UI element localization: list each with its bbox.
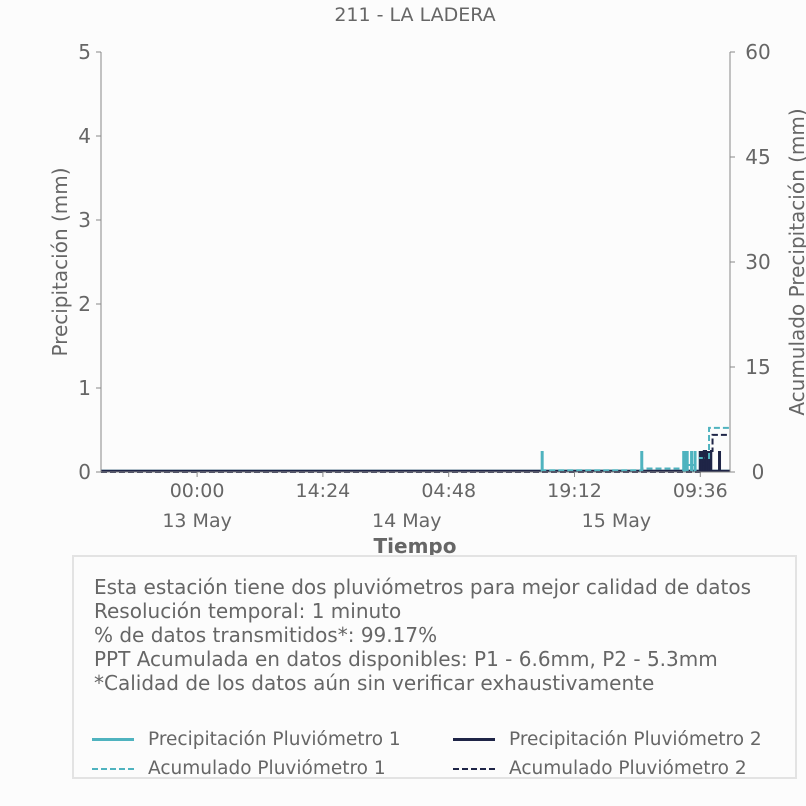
- y-axis-title: Precipitación (mm): [48, 167, 72, 356]
- legend-swatch: [92, 738, 134, 741]
- legend-swatch: [92, 767, 134, 770]
- y2-tick-label: 30: [745, 250, 770, 274]
- legend-item-precip-p1: Precipitación Pluviómetro 1: [92, 729, 401, 750]
- legend-swatch: [453, 738, 495, 741]
- y-tick-label: 4: [78, 124, 91, 148]
- x-tick-label: 00:00: [170, 480, 225, 502]
- note-line: Esta estación tiene dos pluviómetros par…: [94, 575, 752, 599]
- legend-label: Acumulado Pluviómetro 2: [509, 758, 747, 779]
- y2-axis-title: Acumulado Precipitación (mm): [785, 108, 806, 415]
- x-tick-label: 14:24: [296, 480, 351, 502]
- y-tick-label: 0: [78, 460, 91, 484]
- y2-tick-label: 0: [752, 460, 765, 484]
- info-box: Esta estación tiene dos pluviómetros par…: [72, 555, 797, 779]
- note-line: Resolución temporal: 1 minuto: [94, 599, 402, 623]
- y-tick-label: 1: [78, 376, 91, 400]
- x-tick-label: 09:36: [673, 480, 728, 502]
- y2-tick-label: 60: [745, 40, 770, 64]
- y-tick-label: 3: [78, 208, 91, 232]
- x-date-label: 14 May: [372, 510, 442, 532]
- plot-area: [101, 426, 730, 473]
- legend-item-acum-p1: Acumulado Pluviómetro 1: [92, 758, 386, 779]
- note-line: *Calidad de los datos aún sin verificar …: [94, 671, 655, 695]
- note-line: % de datos transmitidos*: 99.17%: [94, 623, 438, 647]
- y-tick-label: 5: [78, 40, 91, 64]
- legend-item-acum-p2: Acumulado Pluviómetro 2: [453, 758, 747, 779]
- acum-p1-line: [101, 426, 730, 473]
- station-notes: Esta estación tiene dos pluviómetros par…: [94, 575, 751, 695]
- legend-label: Precipitación Pluviómetro 2: [509, 729, 762, 750]
- legend-item-precip-p2: Precipitación Pluviómetro 2: [453, 729, 762, 750]
- x-date-label: 13 May: [162, 510, 232, 532]
- legend: Precipitación Pluviómetro 1 Precipitació…: [92, 729, 792, 789]
- chart-title: 211 - LA LADERA: [334, 4, 495, 26]
- x-tick-label: 04:48: [421, 480, 476, 502]
- y-tick-label: 2: [78, 292, 91, 316]
- y2-tick-label: 45: [745, 145, 770, 169]
- y2-tick-label: 15: [745, 355, 770, 379]
- legend-label: Acumulado Pluviómetro 1: [148, 758, 386, 779]
- x-tick-label: 19:12: [547, 480, 602, 502]
- plot-content: [101, 426, 730, 473]
- x-axis-title: Tiempo: [374, 534, 457, 558]
- x-date-label: 15 May: [582, 510, 652, 532]
- legend-swatch: [453, 767, 495, 770]
- note-line: PPT Acumulada en datos disponibles: P1 -…: [94, 647, 718, 671]
- legend-label: Precipitación Pluviómetro 1: [148, 729, 401, 750]
